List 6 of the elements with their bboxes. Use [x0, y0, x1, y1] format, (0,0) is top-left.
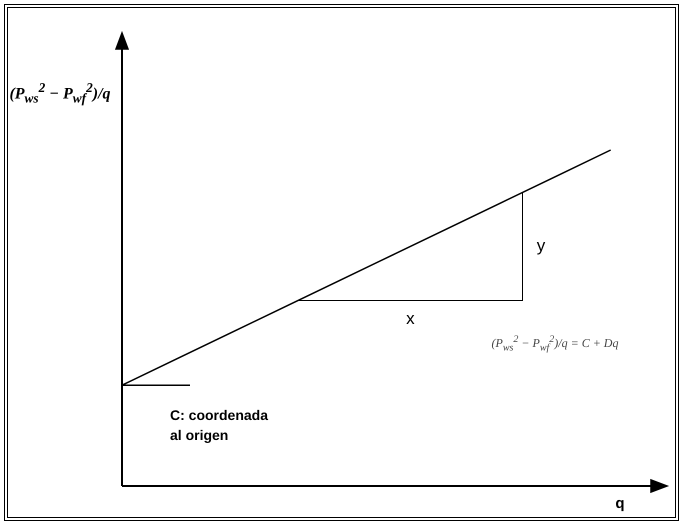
annotation: (P$_{ws}$$^{2}$ − P$_{wf}$$^{2}$)/q = C + Dq [492, 334, 618, 353]
annotation: C: coordenada al origen [170, 406, 270, 446]
annotation: x [406, 308, 415, 329]
y-axis-title: (P$_{ws}$$^{2}$ − P$_{wf}$$^{2}$)/q [9, 80, 111, 106]
annotation: y [536, 236, 546, 256]
x-axis-title: q [615, 494, 625, 512]
